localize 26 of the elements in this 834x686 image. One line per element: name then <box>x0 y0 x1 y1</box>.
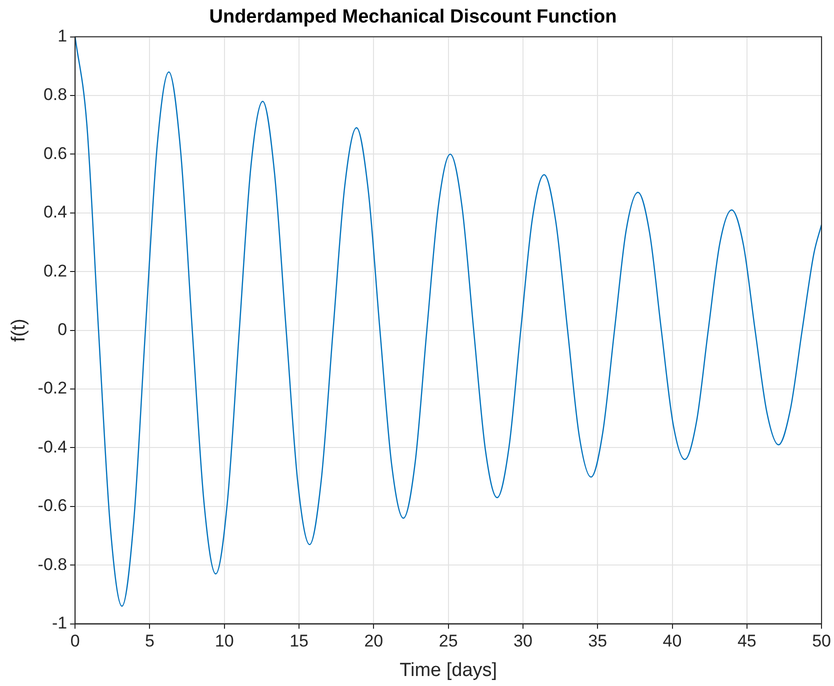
x-axis-title: Time [days] <box>400 660 498 681</box>
y-tick-label: -0.2 <box>38 378 68 398</box>
y-tick-label: 0.6 <box>43 144 68 163</box>
x-tick-label: 25 <box>438 632 458 651</box>
x-tick-label: 45 <box>737 632 756 651</box>
y-tick-label: -1 <box>52 613 68 632</box>
y-tick-label: 0 <box>58 320 68 339</box>
y-axis-title: f(t) <box>8 318 30 342</box>
y-tick-label: 0.2 <box>43 261 68 280</box>
y-tick-label: -0.6 <box>38 496 68 516</box>
x-tick-label: 15 <box>290 632 308 651</box>
x-tick-label: 5 <box>145 632 154 651</box>
y-tick-label: 1 <box>58 26 68 46</box>
x-tick-label: 30 <box>514 632 532 651</box>
y-tick-label: -0.4 <box>38 437 68 456</box>
chart-title: Underdamped Mechanical Discount Function <box>209 6 617 28</box>
x-tick-label: 10 <box>214 632 234 651</box>
y-tick-label: -0.8 <box>38 554 68 574</box>
line-series <box>75 36 822 607</box>
y-tick-label: 0.4 <box>43 202 68 222</box>
x-tick-label: 50 <box>812 632 832 651</box>
y-tick-label: 0.8 <box>43 85 68 104</box>
x-tick-label: 35 <box>588 632 608 651</box>
x-tick-label: 0 <box>70 632 80 651</box>
x-tick-label: 20 <box>364 632 384 651</box>
x-tick-label: 40 <box>662 632 682 651</box>
